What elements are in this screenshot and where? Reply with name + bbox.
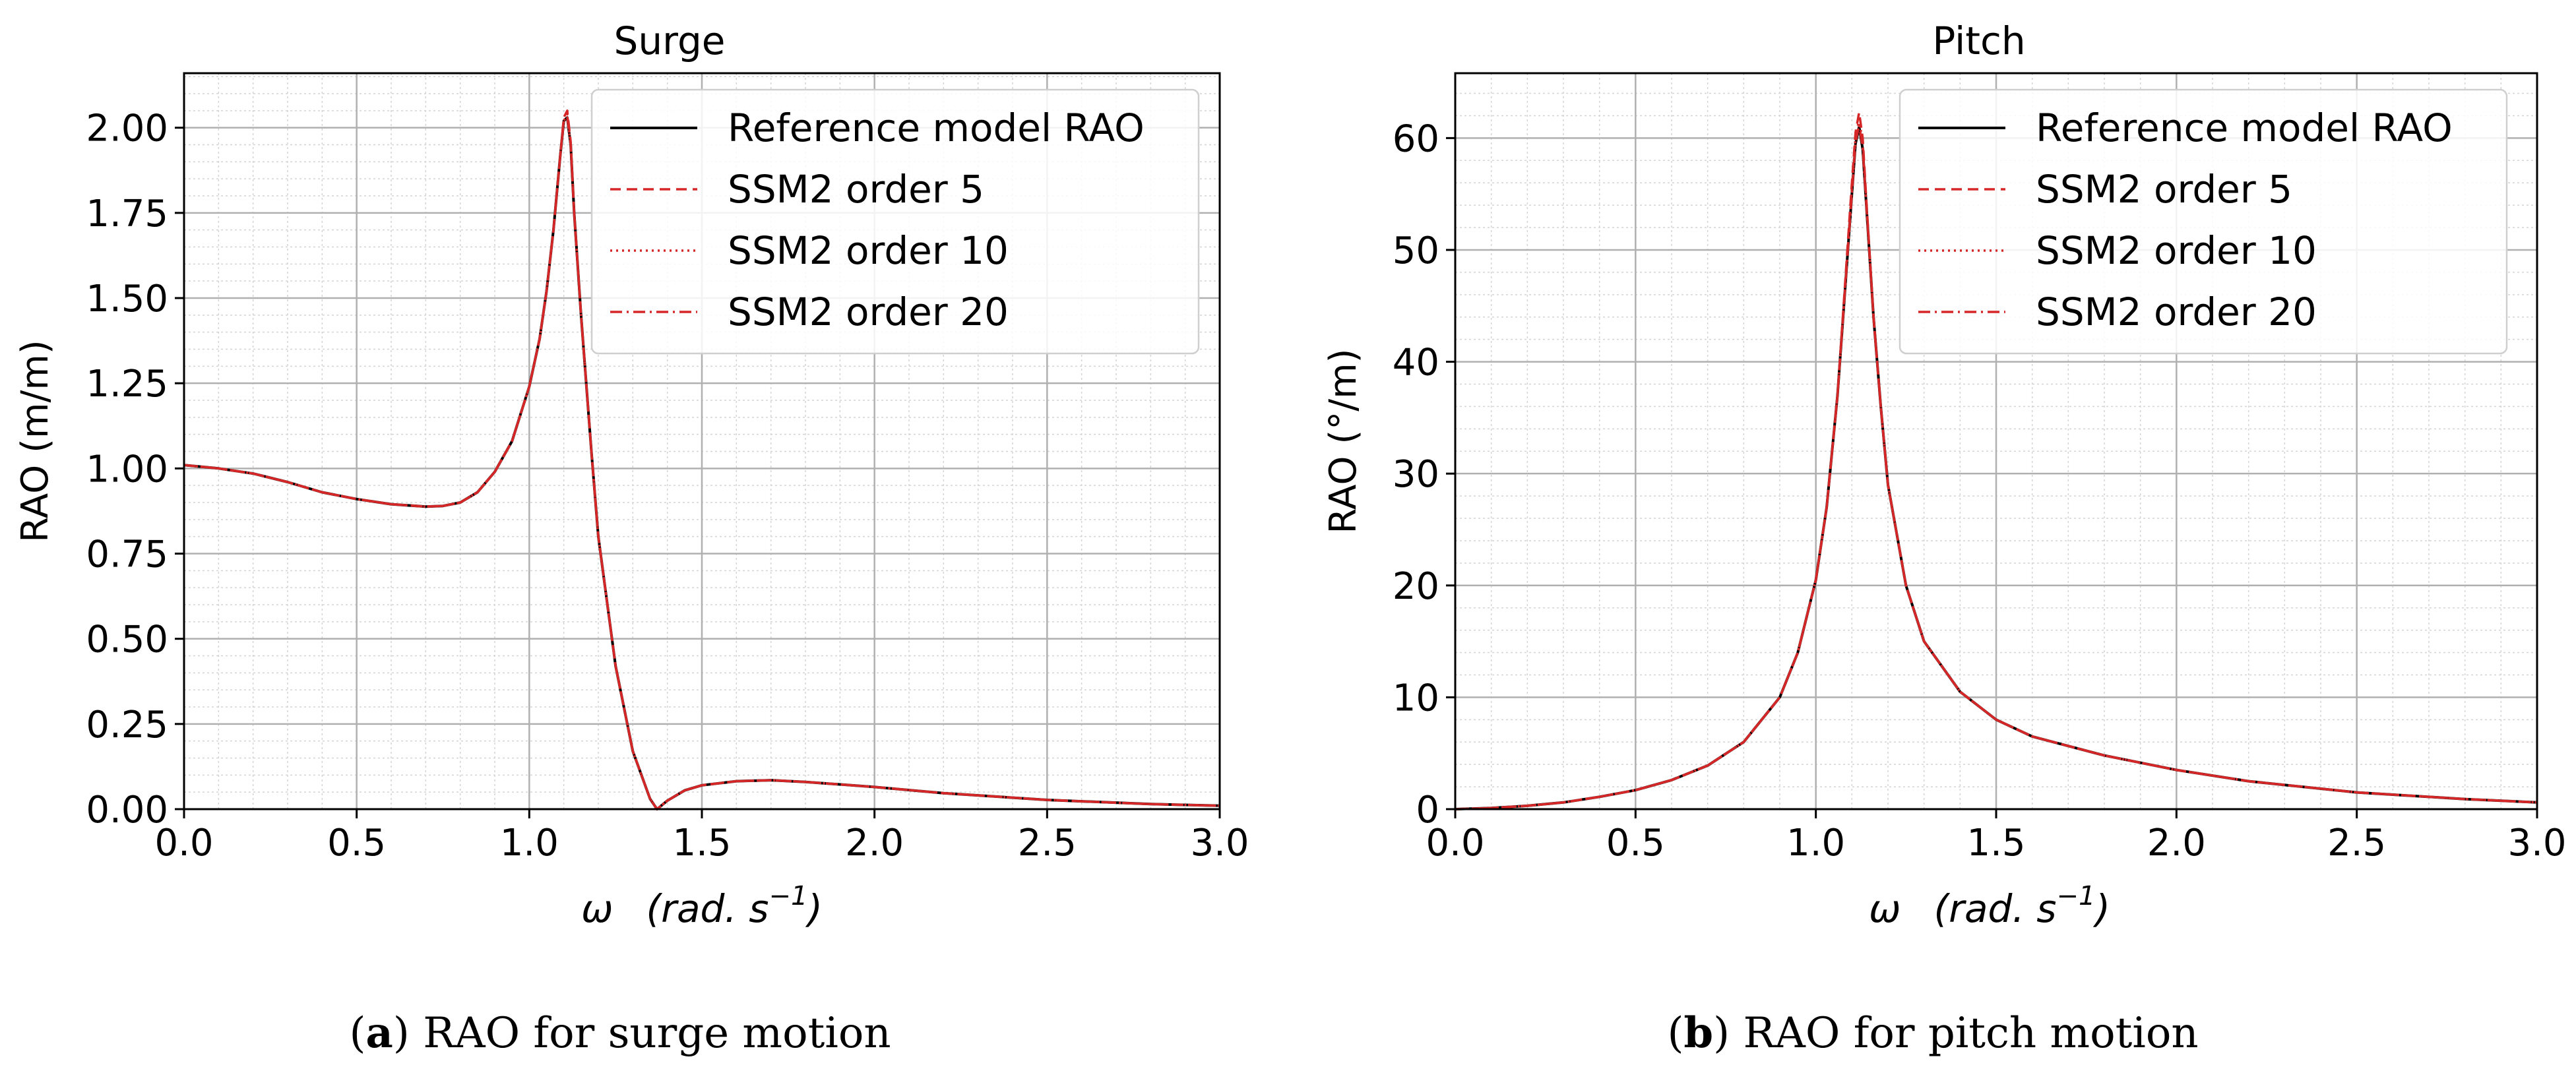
- chart-title: Surge: [614, 18, 726, 63]
- y-axis-label: RAO (m/m): [14, 340, 57, 543]
- y-tick-label: 30: [1393, 453, 1439, 496]
- legend-box: [590, 88, 1200, 355]
- y-tick-label: 0.50: [86, 619, 168, 661]
- legend-label: SSM2 order 20: [2036, 290, 2317, 334]
- x-axis-exponent: −1: [2056, 881, 2095, 911]
- x-tick-label: 1.0: [500, 822, 559, 865]
- y-tick-label: 20: [1393, 565, 1439, 608]
- legend-label: Reference model RAO: [2036, 106, 2453, 150]
- y-tick-label: 2.00: [86, 107, 168, 150]
- legend-box: [1899, 88, 2508, 355]
- pitch-chart: Pitch 0.0 0.5 1.0 1.5 2.0 2.5 3.0 0 10 20 30 40 50 60…: [1322, 18, 2567, 1058]
- x-tick-label: 0.0: [1426, 822, 1484, 865]
- x-tick-label: 0.0: [154, 822, 213, 865]
- x-axis-label: ω (rad. s−1): [1869, 881, 2110, 931]
- y-tick-label: 0.75: [86, 534, 168, 576]
- caption-letter: b: [1683, 1008, 1713, 1058]
- legend-label: SSM2 order 5: [728, 167, 984, 212]
- y-tick-label: 0.25: [86, 704, 168, 747]
- series-line-3: [1455, 123, 2538, 810]
- y-tick-label: 1.75: [86, 193, 168, 235]
- caption: (b) RAO for pitch motion: [1667, 1008, 2198, 1058]
- y-tick-label: 1.50: [86, 278, 168, 320]
- x-axis-symbol: ω: [1869, 886, 1901, 931]
- x-axis-exponent: −1: [769, 881, 807, 911]
- x-axis-close: ): [805, 886, 823, 931]
- x-tick-label: 1.0: [1786, 822, 1845, 865]
- x-tick-label: 1.5: [1966, 822, 2025, 865]
- chart-title: Pitch: [1932, 18, 2025, 63]
- x-axis-units: (rad. s: [646, 886, 769, 931]
- y-tick-label: 60: [1393, 117, 1439, 160]
- legend-label: Reference model RAO: [728, 106, 1145, 150]
- x-tick-label: 0.5: [1606, 822, 1665, 865]
- x-tick-label: 2.5: [1018, 822, 1077, 865]
- y-tick-label: 1.00: [86, 448, 168, 491]
- surge-chart: Surge 0.0 0.5 1.0 1.5 2.0 2.5 3.0 0.00 0.25 0.50 0…: [14, 18, 1249, 1058]
- legend-label: SSM2 order 10: [2036, 228, 2317, 273]
- caption-letter: a: [365, 1008, 393, 1058]
- x-tick-label: 2.0: [845, 822, 904, 865]
- x-axis-units: (rad. s: [1934, 886, 2057, 931]
- series-line-2: [183, 113, 1220, 810]
- y-tick-label: 10: [1393, 677, 1439, 719]
- y-tick-label: 40: [1393, 342, 1439, 384]
- x-tick-label: 2.0: [2147, 822, 2206, 865]
- x-tick-label: 2.5: [2327, 822, 2386, 865]
- y-tick-label: 1.25: [86, 363, 168, 406]
- x-tick-label: 3.0: [1190, 822, 1249, 865]
- y-tick-label: 0: [1416, 789, 1439, 832]
- y-tick-label: 0.00: [86, 789, 168, 832]
- caption-text: RAO for pitch motion: [1743, 1009, 2198, 1058]
- legend-label: SSM2 order 5: [2036, 167, 2292, 212]
- caption-text: RAO for surge motion: [423, 1009, 891, 1058]
- x-axis-label: ω (rad. s−1): [581, 881, 823, 931]
- x-axis-close: ): [2092, 886, 2110, 931]
- x-tick-label: 3.0: [2507, 822, 2566, 865]
- y-tick-label: 50: [1393, 229, 1439, 272]
- x-tick-label: 1.5: [672, 822, 731, 865]
- caption: (a) RAO for surge motion: [349, 1008, 891, 1058]
- x-axis-symbol: ω: [581, 886, 613, 931]
- legend-label: SSM2 order 10: [728, 228, 1009, 273]
- x-tick-label: 0.5: [327, 822, 386, 865]
- y-axis-label: RAO (°/m): [1322, 349, 1365, 534]
- legend-label: SSM2 order 20: [728, 290, 1009, 334]
